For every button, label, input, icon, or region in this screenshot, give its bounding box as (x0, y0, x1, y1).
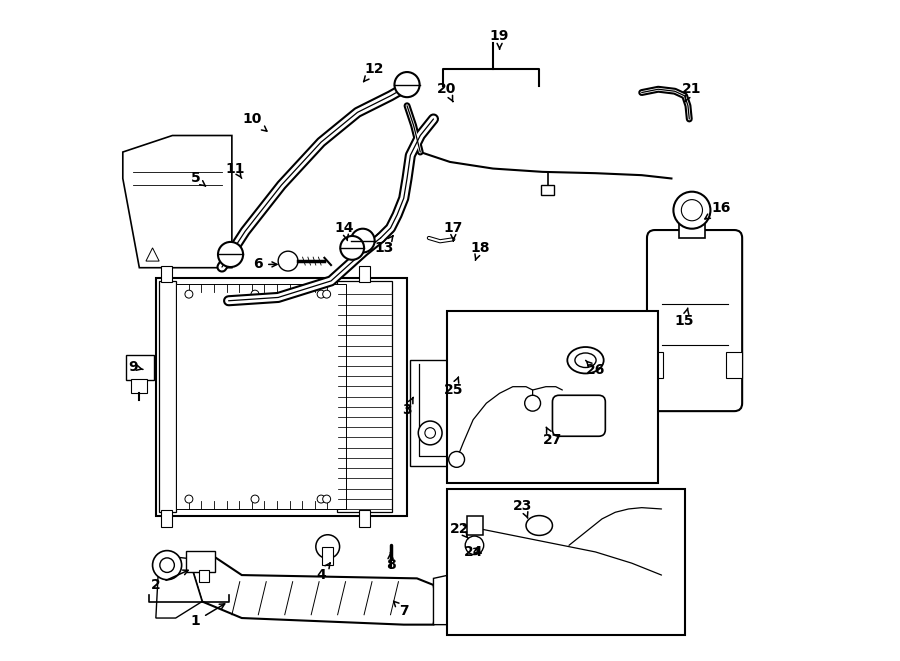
Polygon shape (189, 555, 436, 625)
Text: 25: 25 (444, 377, 464, 397)
Circle shape (184, 495, 193, 503)
Ellipse shape (575, 353, 596, 368)
Circle shape (351, 229, 374, 253)
Bar (159, 281, 176, 512)
Circle shape (323, 290, 330, 298)
Bar (359, 266, 370, 282)
Text: 17: 17 (444, 221, 463, 241)
Text: 26: 26 (586, 360, 605, 377)
Text: 4: 4 (316, 563, 330, 582)
Text: 8: 8 (385, 553, 395, 572)
Text: 18: 18 (470, 241, 490, 260)
Text: 19: 19 (490, 29, 509, 49)
Circle shape (465, 536, 483, 555)
Bar (322, 547, 333, 565)
Text: 13: 13 (374, 235, 393, 255)
Circle shape (251, 290, 259, 298)
FancyBboxPatch shape (647, 230, 742, 411)
Bar (359, 510, 370, 527)
Circle shape (323, 495, 330, 503)
Bar (185, 551, 215, 572)
Circle shape (278, 251, 298, 271)
Circle shape (316, 535, 339, 559)
Bar (446, 311, 658, 483)
Text: 24: 24 (464, 545, 483, 559)
Circle shape (160, 558, 175, 572)
Circle shape (317, 495, 325, 503)
Text: 14: 14 (335, 221, 354, 241)
Polygon shape (434, 575, 450, 625)
Bar (126, 355, 154, 380)
Circle shape (418, 421, 442, 445)
Text: 20: 20 (437, 82, 456, 102)
Circle shape (184, 290, 193, 298)
Bar (156, 278, 407, 516)
Text: 2: 2 (151, 570, 188, 592)
Bar (161, 510, 172, 527)
Bar (446, 489, 685, 635)
Text: 10: 10 (242, 112, 267, 131)
Text: 15: 15 (675, 308, 695, 328)
Bar (176, 284, 346, 509)
Text: 7: 7 (393, 602, 409, 619)
FancyBboxPatch shape (553, 395, 606, 436)
Text: 16: 16 (705, 201, 731, 219)
Circle shape (449, 451, 464, 467)
Text: 9: 9 (128, 360, 143, 374)
Circle shape (317, 290, 325, 298)
Circle shape (218, 242, 243, 267)
Polygon shape (156, 555, 202, 618)
Text: 23: 23 (513, 498, 533, 518)
Circle shape (425, 428, 436, 438)
Text: 6: 6 (254, 257, 277, 272)
Text: 3: 3 (402, 397, 413, 417)
Bar (161, 266, 172, 282)
Text: 5: 5 (191, 171, 205, 186)
Circle shape (673, 192, 710, 229)
Circle shape (340, 236, 364, 260)
Bar (726, 352, 742, 378)
Ellipse shape (526, 516, 553, 535)
Bar (466, 516, 483, 535)
Circle shape (251, 495, 259, 503)
Polygon shape (122, 136, 232, 268)
Bar (410, 360, 454, 466)
Circle shape (525, 395, 541, 411)
Bar (647, 352, 662, 378)
Bar (131, 379, 148, 393)
Ellipse shape (567, 347, 604, 373)
Circle shape (394, 72, 419, 97)
Circle shape (152, 551, 182, 580)
Bar (337, 281, 392, 512)
Text: 21: 21 (681, 82, 701, 102)
Text: 12: 12 (364, 62, 383, 82)
Circle shape (681, 200, 703, 221)
Bar (679, 223, 705, 238)
Text: 11: 11 (225, 161, 245, 178)
Text: 27: 27 (543, 427, 562, 447)
Bar (199, 570, 209, 582)
Text: 1: 1 (191, 603, 225, 629)
Text: 22: 22 (450, 522, 470, 539)
Bar (541, 185, 554, 195)
Polygon shape (146, 248, 159, 261)
